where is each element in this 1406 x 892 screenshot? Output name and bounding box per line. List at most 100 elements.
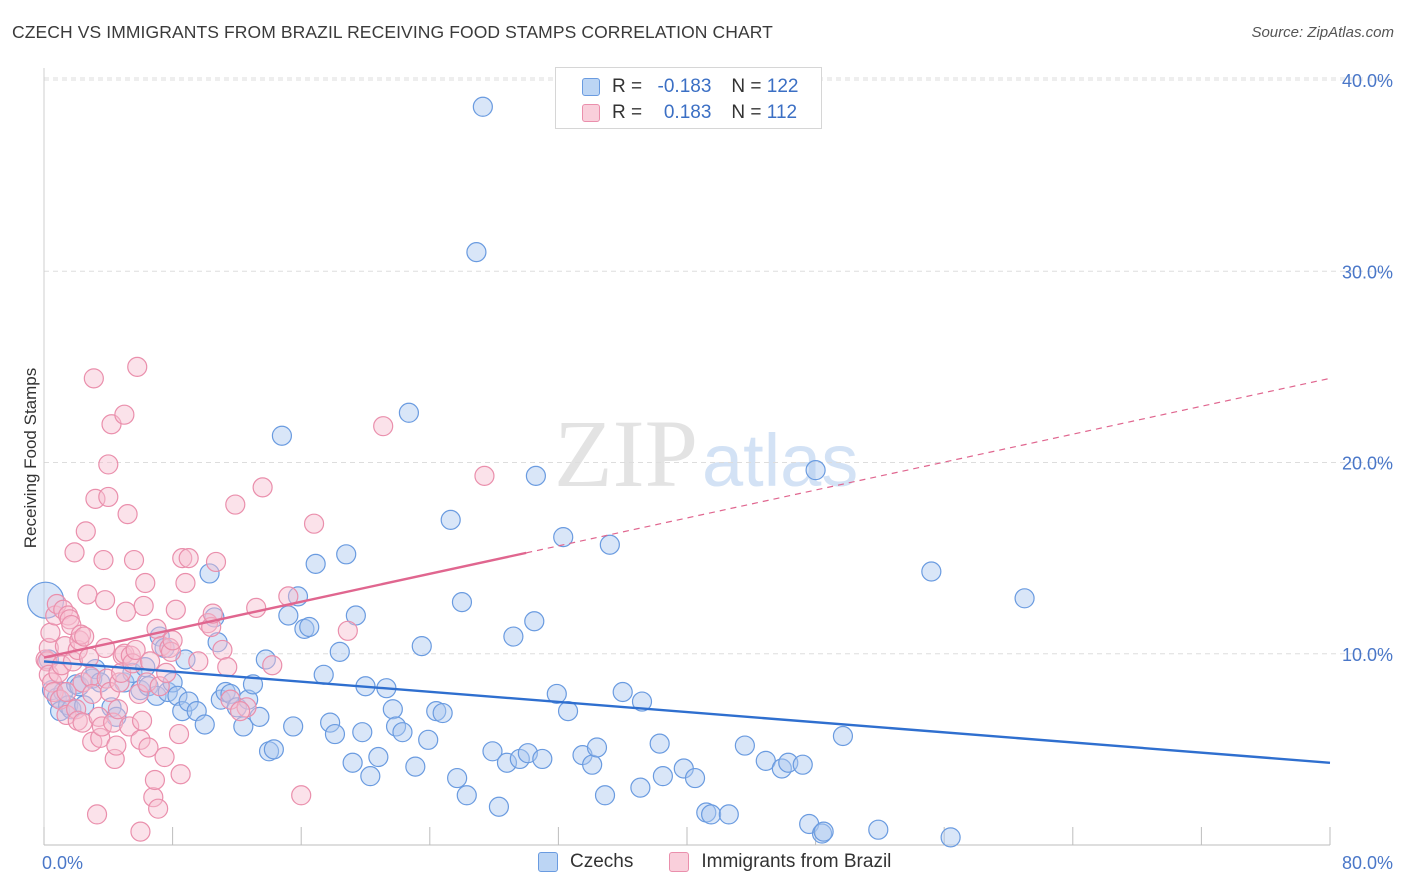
brazil-point: [154, 746, 175, 768]
x-tick-label-max: 80.0%: [1342, 853, 1393, 873]
brazil-point: [225, 494, 246, 515]
brazil-swatch: [669, 852, 690, 872]
brazil-trend-line: [43, 551, 527, 659]
czechs-point: [194, 714, 215, 735]
brazil-point: [168, 723, 190, 745]
czechs-point: [405, 756, 426, 777]
czechs-point: [385, 716, 407, 737]
brazil-point: [128, 683, 149, 705]
brazil-point: [74, 626, 95, 647]
czechs-point: [652, 766, 673, 787]
czechs-point: [242, 674, 264, 695]
watermark-zip: ZIP: [554, 400, 698, 507]
brazil-point: [170, 764, 191, 785]
trend-lines: [43, 377, 1331, 764]
axes: [43, 68, 1331, 846]
n-value-brazil: 112: [766, 102, 798, 123]
czechs-point: [167, 685, 188, 706]
brazil-point: [138, 737, 159, 758]
czechs-point: [324, 723, 346, 745]
czechs-point: [557, 701, 579, 722]
brazil-point: [98, 454, 119, 475]
n-label: N =: [731, 76, 762, 97]
czechs-point: [771, 758, 792, 779]
czechs-point: [456, 785, 477, 806]
czechs-point: [532, 748, 553, 770]
brazil-point: [94, 590, 116, 611]
czechs-point: [263, 739, 284, 760]
brazil-point: [75, 521, 96, 542]
brazil-point: [172, 548, 193, 569]
legend-item-brazil[interactable]: Immigrants from Brazil: [669, 851, 891, 873]
brazil-points: [35, 356, 495, 842]
brazil-point: [205, 551, 227, 573]
brazil-point: [70, 624, 92, 645]
czechs-point: [283, 716, 304, 737]
czechs-point: [329, 641, 350, 662]
czechs-point: [792, 754, 813, 775]
n-value-czechs: 122: [766, 76, 799, 97]
brazil-swatch: [582, 104, 600, 122]
czechs-point: [336, 544, 357, 565]
y-axis-title: Receiving Food Stamps: [21, 368, 40, 548]
brazil-point: [156, 662, 177, 683]
czechs-point: [382, 699, 403, 720]
czechs-point: [805, 460, 826, 481]
czechs-point: [546, 683, 567, 705]
brazil-point: [373, 416, 394, 437]
brazil-point: [165, 599, 186, 620]
brazil-point: [149, 676, 170, 697]
brazil-point: [86, 804, 108, 825]
brazil-point: [119, 716, 140, 737]
czechs-point: [503, 626, 524, 647]
legend-item-czechs[interactable]: Czechs: [538, 851, 633, 873]
legend-label-czechs: Czechs: [570, 851, 634, 872]
czechs-point: [432, 702, 453, 724]
czechs-point: [482, 741, 503, 762]
brazil-point: [91, 716, 112, 737]
czechs-point: [320, 712, 341, 733]
czechs-point: [46, 687, 67, 708]
czechs-point: [352, 722, 373, 743]
chart-title: CZECH VS IMMIGRANTS FROM BRAZIL RECEIVIN…: [12, 22, 773, 42]
czechs-point: [631, 691, 653, 712]
brazil-point: [77, 584, 98, 605]
czechs-point: [368, 746, 389, 768]
czechs-point: [278, 605, 299, 626]
czechs-point: [447, 767, 468, 789]
czechs-point: [594, 785, 616, 806]
watermark: ZIPatlas: [554, 398, 858, 509]
brazil-point: [136, 672, 157, 693]
brazil-point: [106, 735, 127, 756]
brazil-point: [64, 542, 85, 563]
czechs-point: [451, 592, 473, 613]
r-value-brazil: 0.183: [663, 102, 712, 123]
czechs-point: [612, 681, 633, 703]
czechs-point: [582, 754, 603, 775]
czechs-point: [238, 689, 259, 710]
czechs-point: [342, 752, 363, 773]
legend-label-brazil: Immigrants from Brazil: [701, 851, 892, 872]
legend-row-brazil: R = 0.183 N = 112: [582, 101, 797, 125]
brazil-point: [72, 712, 93, 733]
czechs-swatch: [582, 78, 600, 96]
brazil-point: [117, 504, 138, 525]
czechs-point: [466, 242, 487, 263]
czechs-point: [271, 425, 293, 446]
czechs-point: [440, 509, 461, 530]
y-tick-label: 40.0%: [1342, 71, 1393, 91]
czechs-point: [392, 722, 413, 743]
brazil-point: [217, 657, 238, 678]
brazil-point: [107, 699, 129, 720]
watermark-atlas: atlas: [702, 419, 859, 502]
czechs-point: [418, 729, 439, 750]
source-label: Source: ZipAtlas.com: [1251, 24, 1394, 41]
brazil-point: [123, 549, 145, 571]
brazil-point: [202, 603, 223, 624]
czechs-point: [472, 96, 493, 117]
y-tick-label: 30.0%: [1342, 262, 1393, 282]
czechs-point: [199, 563, 220, 584]
czechs-point: [832, 725, 854, 747]
brazil-point: [56, 681, 77, 703]
czechs-point: [553, 526, 574, 548]
